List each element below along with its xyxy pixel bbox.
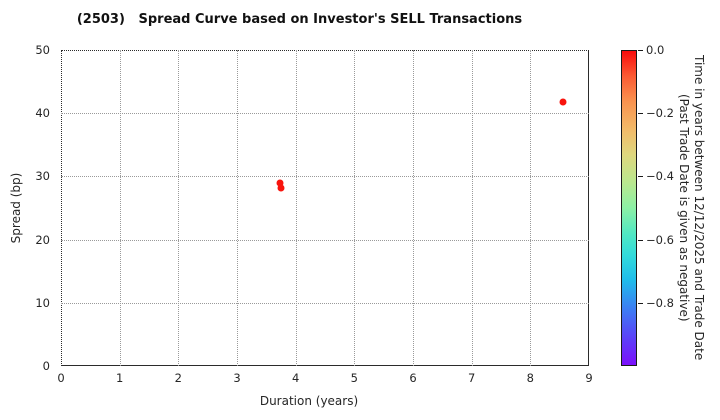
x-tick-label: 9 [585,371,593,385]
x-tick-label: 4 [292,371,300,385]
colorbar-tick [638,176,643,178]
x-tick-label: 5 [350,371,358,385]
x-tick-label: 3 [233,371,241,385]
y-tick-label: 40 [35,106,50,121]
y-tick-label: 30 [35,169,50,184]
colorbar-tick [638,239,643,241]
x-tick-label: 1 [116,371,124,385]
x-grid-line [295,50,297,366]
y-tick-label: 50 [35,43,50,57]
scatter-point [559,98,567,106]
y-tick-label: 0 [42,359,50,373]
colorbar-tick-label: −0.4 [646,169,674,184]
colorbar-tick-label: −0.2 [646,106,674,121]
y-grid-line [61,239,589,241]
x-grid-line [530,50,532,366]
x-grid-line [119,50,121,366]
colorbar [621,50,637,366]
y-grid-line [61,302,589,304]
colorbar-tick [638,50,643,51]
scatter-point [277,184,285,192]
x-grid-line [413,50,414,366]
x-tick-label: 7 [468,371,476,385]
colorbar-tick-label: −0.6 [646,232,674,247]
colorbar-tick [638,113,643,115]
x-grid-line [354,50,356,366]
colorbar-tick-label: 0.0 [646,43,665,57]
x-tick-label: 0 [57,371,65,385]
x-axis-label: Duration (years) [259,394,359,408]
colorbar-label: Time in years between 12/12/2025 and Tra… [676,50,706,366]
x-tick-label: 2 [174,371,182,385]
plot-area [61,50,589,366]
x-tick-label: 8 [526,371,534,385]
colorbar-label-line1: Time in years between 12/12/2025 and Tra… [692,55,706,361]
x-grid-line [237,50,238,366]
colorbar-tick-label: −0.8 [646,295,674,310]
y-tick-label: 10 [35,295,50,310]
y-grid-line [61,176,589,178]
colorbar-tick [638,302,643,304]
y-grid-line [61,113,589,115]
scatter-point [276,179,284,187]
x-grid-line [178,50,180,366]
chart-title: (2503) Spread Curve based on Investor's … [76,12,523,27]
y-tick-label: 20 [35,232,50,247]
colorbar-label-line2: (Past Trade Date is given as negative) [677,94,691,322]
x-grid-line [471,50,473,366]
x-tick-label: 6 [409,371,417,385]
